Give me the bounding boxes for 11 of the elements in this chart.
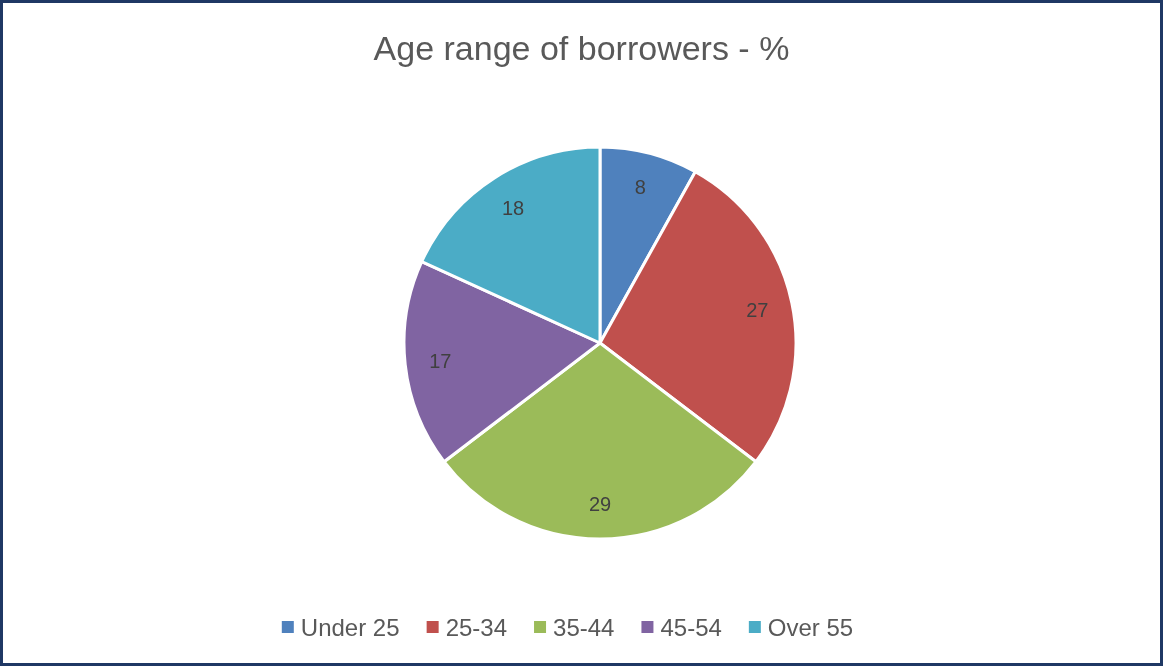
legend-label: Under 25 bbox=[300, 613, 400, 641]
legend-label: 45-54 bbox=[660, 613, 722, 641]
data-label: 29 bbox=[588, 492, 612, 515]
legend-label: 35-44 bbox=[553, 613, 615, 641]
data-label: 17 bbox=[429, 349, 452, 372]
legend-label: 25-34 bbox=[445, 613, 508, 641]
data-label: 8 bbox=[634, 176, 646, 199]
legend-label: Over 55 bbox=[767, 613, 854, 641]
chart-title: Age range of borrowers - % bbox=[373, 29, 790, 67]
data-label: 27 bbox=[746, 299, 769, 322]
data-label: 18 bbox=[501, 196, 525, 219]
